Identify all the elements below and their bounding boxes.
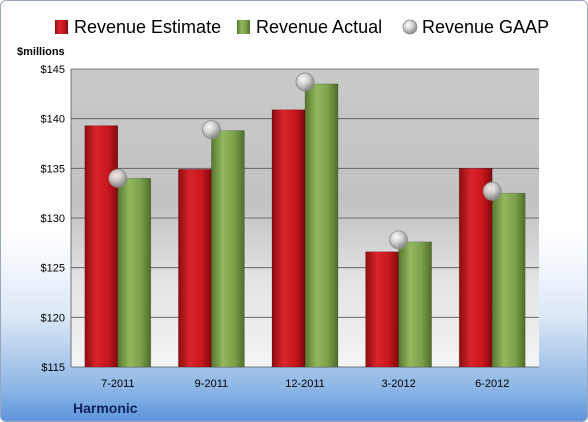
y-tick-label: $135 [41,163,65,175]
actual-bar [398,241,432,368]
y-tick-label: $120 [41,312,65,324]
y-tick-label: $145 [41,64,65,76]
actual-bar [117,177,152,368]
legend-label: Revenue Estimate [74,17,221,37]
gaap-marker [201,120,221,139]
actual-bar [304,83,339,368]
legend-swatch-estimate [55,20,68,34]
legend-label: Revenue Actual [256,17,382,37]
gaap-markers [108,72,502,250]
legend-swatch-gaap [402,19,418,35]
x-tick-label: 9-2011 [195,378,228,390]
legend-swatch-actual [237,20,250,34]
x-axis: 7-2011 9-2011 12-2011 3-2012 6-2012 [101,378,509,390]
y-tick-label: $130 [41,213,65,225]
gaap-marker [482,181,502,201]
y-axis: $115 $120 $125 $130 $135 $140 $145 [41,64,72,374]
legend: Revenue Estimate Revenue Actual Revenue GA… [55,17,549,37]
y-tick-label: $125 [41,263,65,275]
estimate-bar [178,169,212,368]
bars [84,83,526,368]
gaap-marker [295,72,315,92]
legend-label: Revenue GAAP [422,17,549,37]
x-tick-label: 3-2012 [381,378,415,390]
x-tick-label: 12-2011 [285,378,325,390]
actual-bar [211,130,245,368]
y-tick-label: $115 [41,362,65,374]
gaap-marker [389,230,409,250]
estimate-bar [84,125,119,368]
estimate-bar [365,251,399,368]
x-tick-label: 7-2011 [101,378,134,390]
company-name: Harmonic [73,400,138,416]
actual-bar [491,192,526,368]
estimate-bar [271,109,306,368]
estimate-bar [458,168,493,368]
x-tick-label: 6-2012 [475,378,509,390]
gaap-marker [108,168,128,188]
y-axis-unit-label: $millions [17,46,65,58]
y-tick-label: $140 [41,114,65,126]
